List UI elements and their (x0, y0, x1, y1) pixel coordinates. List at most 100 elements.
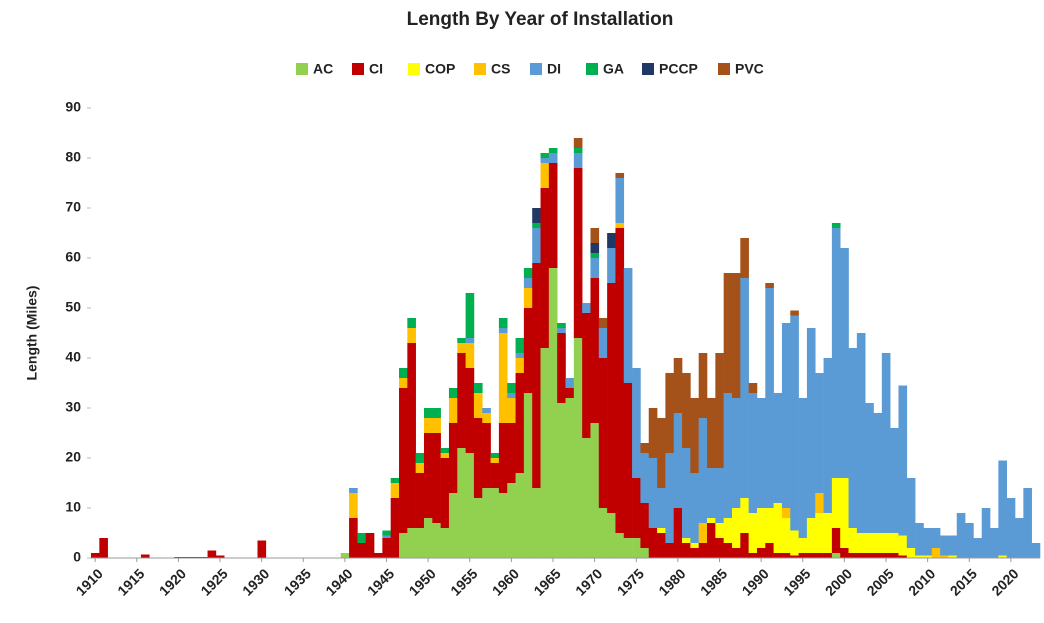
bar-segment (507, 423, 516, 483)
bar-segment (731, 398, 741, 508)
y-tick-label: 70 (65, 199, 81, 215)
bar-segment (715, 538, 724, 558)
bar-segment (657, 533, 666, 558)
bar-segment (382, 530, 391, 536)
bar-segment (798, 553, 808, 558)
bar-segment (748, 553, 758, 558)
bar-segment (349, 493, 358, 518)
bar-segment (515, 353, 525, 358)
bar-segment (432, 523, 441, 558)
bar-segment (657, 488, 666, 528)
bar-segment (473, 498, 483, 558)
bar-segment (565, 388, 575, 398)
bar-segment (399, 533, 408, 558)
legend-label: AC (313, 61, 333, 77)
bar-segment (707, 468, 716, 518)
bar-segment (648, 528, 658, 558)
bar-segment (690, 398, 699, 473)
bar-segment (781, 518, 791, 553)
legend-label: COP (425, 61, 455, 77)
bar-segment (590, 243, 600, 253)
bar-segment (498, 423, 508, 493)
bar-segment (648, 408, 658, 458)
bar-segment (349, 488, 358, 493)
legend-label: CS (491, 61, 510, 77)
bar-segment (823, 358, 833, 513)
bar-segment (798, 398, 808, 538)
bar-segment (831, 223, 841, 228)
bar-segment (948, 555, 958, 558)
bar-segment (806, 518, 816, 553)
bar-segment (465, 343, 475, 368)
bar-segment (765, 283, 774, 288)
bar-segment (465, 368, 475, 453)
bar-segment (407, 343, 416, 528)
y-tick-label: 80 (65, 149, 81, 165)
bar-segment (831, 553, 841, 558)
bar-segment (507, 393, 516, 398)
bar-segment (657, 528, 666, 533)
bar-segment (448, 423, 458, 493)
bar-segment (856, 533, 866, 553)
bar-segment (815, 513, 824, 553)
bar-segment (623, 268, 633, 383)
bar-segment (682, 543, 691, 558)
bar-segment (415, 473, 425, 528)
bar-segment (707, 518, 716, 523)
bar-segment (140, 554, 150, 558)
bar-segment (756, 508, 766, 548)
bar-segment (773, 553, 783, 558)
bar-segment (831, 228, 841, 478)
bar-segment (623, 538, 633, 558)
bar-segment (415, 463, 425, 473)
bar-segment (815, 373, 824, 493)
bar-segment (357, 543, 367, 558)
bar-segment (798, 538, 808, 553)
bar-segment (765, 508, 774, 543)
bar-segment (698, 523, 708, 543)
legend-swatch (642, 63, 654, 75)
bar-segment (615, 178, 625, 223)
bar-segment (765, 288, 774, 508)
bar-segment (731, 273, 741, 398)
bar-segment (607, 283, 616, 513)
bar-segment (756, 398, 766, 508)
bar-segment (523, 268, 533, 278)
y-tick-label: 50 (65, 299, 81, 315)
bar-segment (457, 343, 466, 353)
bar-segment (573, 148, 583, 153)
bar-segment (840, 248, 849, 478)
bar-segment (498, 493, 508, 558)
bar-segment (548, 153, 558, 163)
bar-segment (507, 398, 516, 423)
bar-segment (781, 553, 791, 558)
bar-segment (465, 453, 475, 558)
bar-segment (823, 553, 833, 558)
bar-segment (773, 503, 783, 553)
bar-segment (748, 393, 758, 513)
bar-segment (565, 378, 575, 388)
bar-segment (548, 148, 558, 153)
bar-segment (490, 488, 500, 558)
bar-segment (748, 383, 758, 393)
bar-segment (731, 548, 741, 558)
bar-segment (548, 268, 558, 558)
bar-segment (498, 333, 508, 423)
bar-segment (482, 423, 491, 488)
bar-segment (532, 263, 541, 488)
bar-segment (582, 313, 591, 438)
bar-segment (990, 528, 999, 558)
bar-segment (374, 553, 383, 558)
bar-segment (831, 528, 841, 553)
bar-segment (632, 538, 641, 558)
bar-segment (865, 553, 874, 558)
bar-segment (682, 373, 691, 448)
bar-segment (940, 535, 949, 556)
bar-segment (365, 533, 375, 558)
bar-segment (557, 328, 566, 333)
bar-segment (215, 555, 225, 558)
bar-segment (440, 448, 450, 453)
bar-segment (423, 418, 433, 433)
bar-segment (482, 488, 491, 558)
legend-swatch (474, 63, 486, 75)
